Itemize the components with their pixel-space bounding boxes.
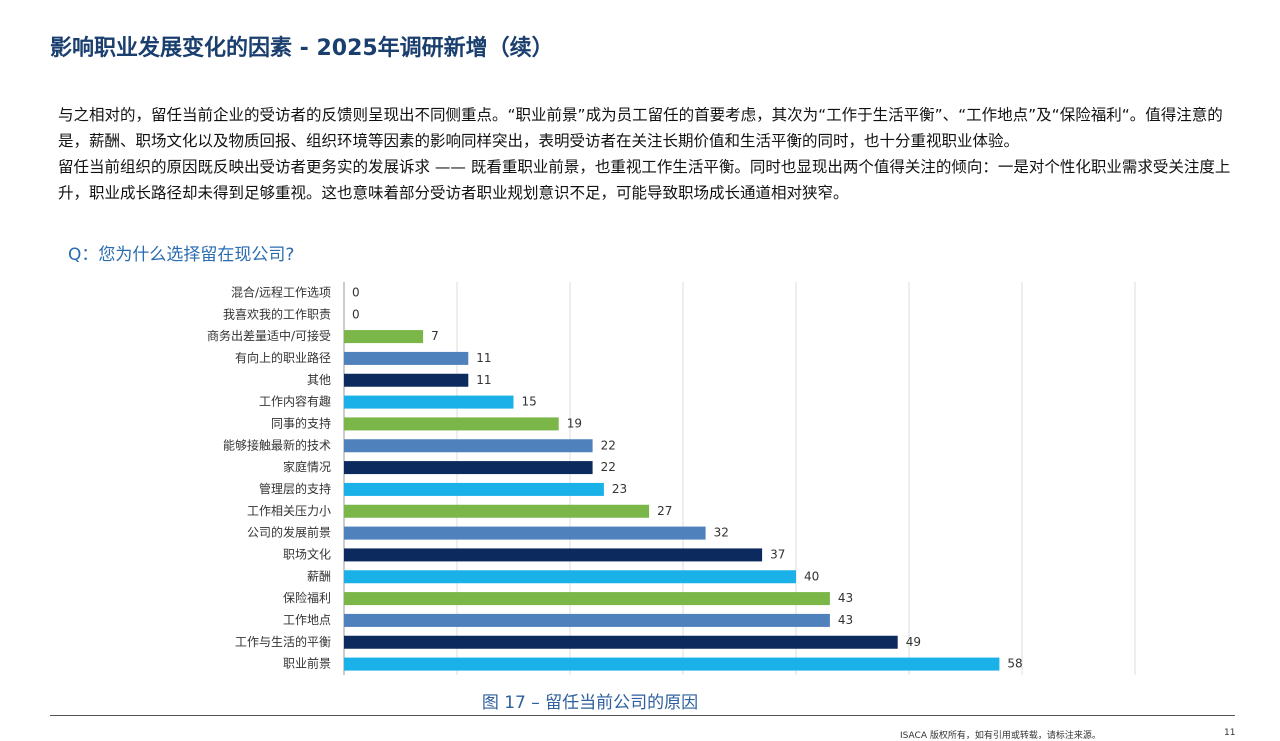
question: Q：您为什么选择留在现公司? [68,245,295,265]
paragraph: 留任当前组织的原因既反映出受访者更务实的发展诉求 —— 既看重职业前景，也重视工… [58,158,1231,202]
value-label: 22 [601,438,616,452]
bar [344,613,830,627]
value-label: 0 [352,307,360,321]
y-tick-label: 工作内容有趣 [259,394,331,409]
value-label: 0 [352,285,360,299]
y-tick-label: 其他 [307,373,331,387]
chart-caption: 图 17 – 留任当前公司的原因 [482,693,698,713]
y-tick-label: 有向上的职业路径 [235,350,331,365]
y-tick-label: 管理层的支持 [259,481,331,496]
value-label: 27 [657,504,672,518]
bar [344,351,469,365]
page-title: 影响职业发展变化的因素 - 2025年调研新增（续） [50,36,554,61]
bar [344,635,898,649]
page-number: 11 [1224,728,1236,738]
value-label: 11 [476,373,491,387]
y-tick-label: 保险福利 [283,590,331,605]
y-tick-label: 同事的支持 [271,415,331,430]
value-label: 43 [838,591,853,605]
value-label: 22 [601,460,616,474]
value-label: 43 [838,613,853,627]
value-label: 23 [612,482,627,496]
y-tick-label: 薪酬 [307,569,331,583]
value-label: 37 [770,547,785,561]
value-label: 32 [714,526,729,540]
bar [344,657,1000,671]
y-tick-label: 工作与生活的平衡 [235,634,331,649]
bar [344,373,469,387]
paragraph: 与之相对的，留任当前企业的受访者的反馈则呈现出不同侧重点。“职业前景”成为员工留… [58,106,1223,150]
bar [344,570,796,584]
y-tick-label: 职场文化 [283,546,331,561]
y-tick-label: 工作相关压力小 [247,504,331,518]
y-tick-label: 工作地点 [283,613,331,627]
value-label: 58 [1007,657,1022,671]
bar [344,439,593,453]
bar [344,504,650,518]
bar [344,395,514,409]
value-label: 15 [522,395,537,409]
y-tick-label: 能够接触最新的技术 [223,437,331,452]
value-label: 7 [431,329,439,343]
y-tick-label: 公司的发展前景 [247,525,331,540]
bar [344,482,604,496]
y-tick-label: 家庭情况 [283,459,331,474]
bar [344,330,424,344]
bar [344,592,830,606]
bar [344,548,763,562]
bar [344,526,706,540]
value-label: 11 [476,351,491,365]
y-tick-label: 混合/远程工作选项 [231,284,331,299]
y-tick-label: 商务出差量适中/可接受 [207,328,331,343]
copyright: ISACA 版权所有，如有引用或转载，请标注来源。 [900,731,1101,741]
bar [344,461,593,475]
bar [344,417,559,431]
footer-rule [50,715,1235,716]
value-label: 49 [906,635,921,649]
y-tick-label: 我喜欢我的工作职责 [223,306,331,321]
value-label: 19 [567,416,582,430]
y-tick-label: 职业前景 [283,656,331,671]
body-text: 与之相对的，留任当前企业的受访者的反馈则呈现出不同侧重点。“职业前景”成为员工留… [58,102,1238,206]
value-label: 40 [804,569,819,583]
